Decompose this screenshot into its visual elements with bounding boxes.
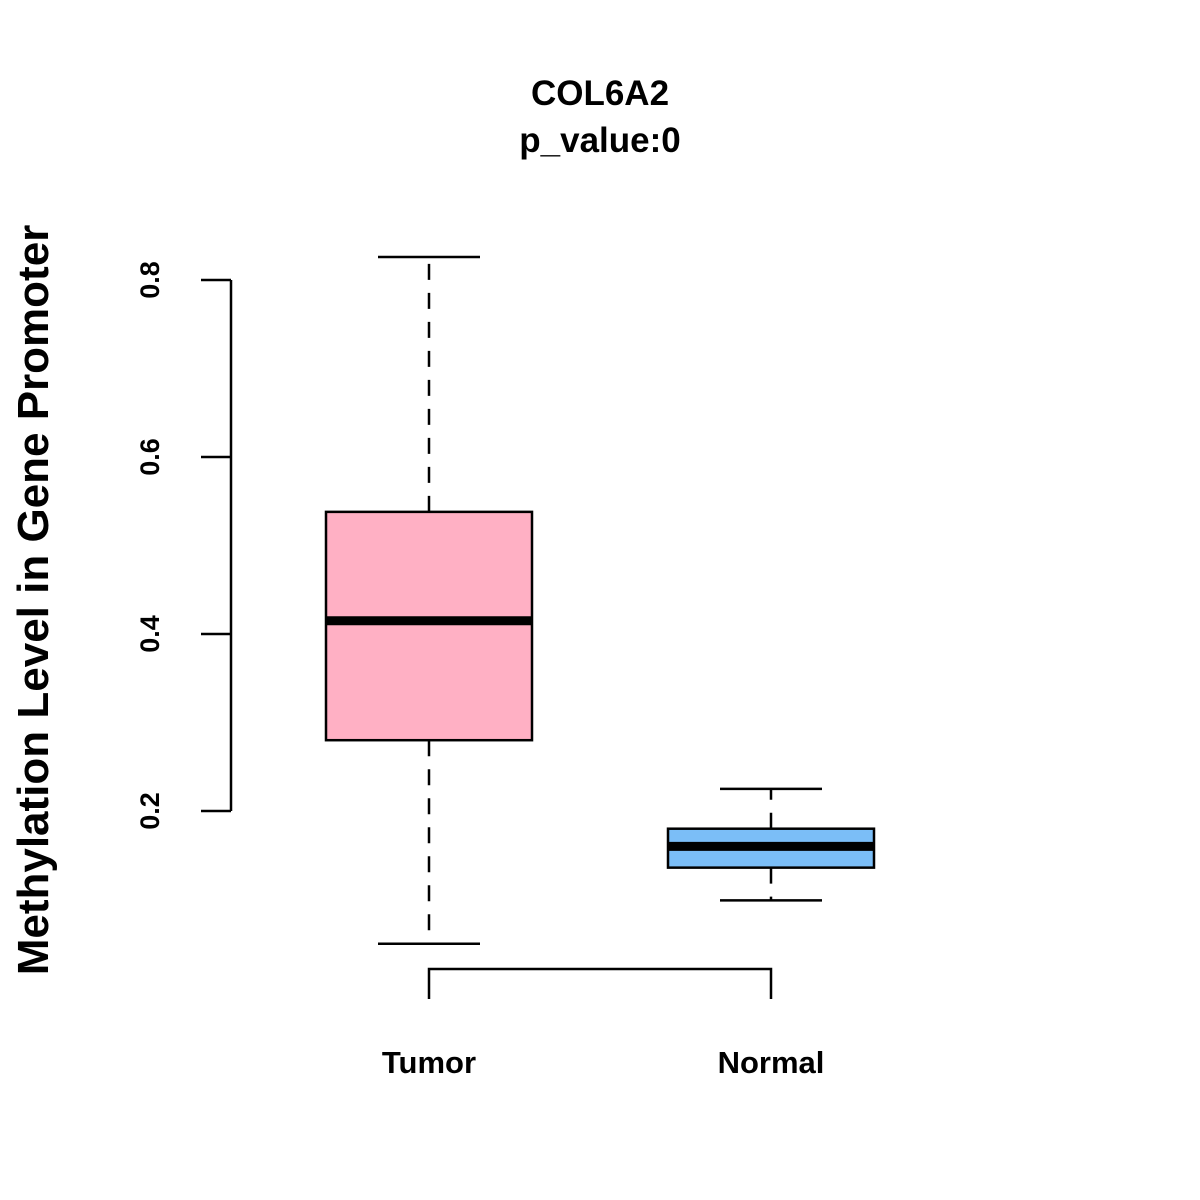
chart-subtitle: p_value:0 — [519, 121, 680, 160]
box-group — [324, 255, 876, 945]
chart-title: COL6A2 — [531, 74, 669, 113]
y-tick-label: 0.2 — [135, 792, 165, 830]
comparison-bracket — [427, 967, 773, 999]
y-tick-label: 0.8 — [135, 261, 165, 299]
y-tick-label: 0.6 — [135, 438, 165, 476]
box-normal — [666, 787, 876, 902]
bracket-line — [427, 967, 773, 999]
box-tumor — [324, 255, 534, 945]
x-label-normal: Normal — [718, 1045, 825, 1080]
box-iqr — [324, 510, 534, 742]
y-axis-label: Methylation Level in Gene Promoter — [9, 225, 58, 976]
y-tick-label: 0.4 — [135, 615, 165, 653]
y-axis: 0.2 0.4 0.6 0.8 — [135, 261, 233, 830]
x-axis-labels: Tumor Normal — [382, 1045, 824, 1080]
x-label-tumor: Tumor — [382, 1045, 476, 1080]
